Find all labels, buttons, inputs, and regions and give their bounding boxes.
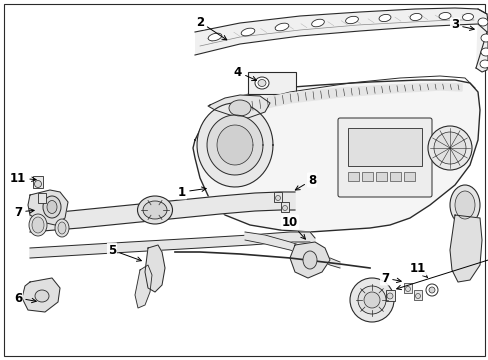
Bar: [403, 283, 411, 293]
Text: 5: 5: [108, 243, 141, 261]
Ellipse shape: [409, 13, 421, 21]
Text: 6: 6: [14, 292, 36, 305]
Ellipse shape: [449, 185, 479, 225]
Bar: [385, 290, 394, 301]
Ellipse shape: [462, 13, 472, 21]
Bar: [247, 72, 295, 94]
Ellipse shape: [43, 196, 61, 218]
Polygon shape: [28, 190, 68, 225]
Ellipse shape: [438, 13, 450, 19]
Ellipse shape: [208, 33, 222, 41]
Ellipse shape: [254, 77, 268, 89]
Ellipse shape: [480, 48, 488, 56]
Circle shape: [363, 292, 379, 308]
Polygon shape: [30, 192, 294, 232]
Ellipse shape: [454, 191, 474, 219]
Text: 11: 11: [10, 171, 36, 184]
Bar: [403, 172, 414, 181]
Ellipse shape: [425, 284, 437, 296]
Bar: [281, 202, 288, 212]
Text: 2: 2: [196, 15, 226, 40]
Bar: [38, 193, 46, 203]
Ellipse shape: [228, 100, 250, 116]
Circle shape: [427, 126, 471, 170]
Bar: [389, 172, 400, 181]
Bar: [361, 172, 372, 181]
Polygon shape: [289, 242, 329, 278]
Polygon shape: [22, 278, 60, 312]
Circle shape: [433, 132, 465, 164]
Text: 7: 7: [380, 271, 400, 284]
Polygon shape: [193, 80, 479, 232]
Ellipse shape: [303, 251, 316, 269]
FancyBboxPatch shape: [337, 118, 431, 197]
Ellipse shape: [415, 293, 420, 298]
Polygon shape: [206, 115, 263, 175]
Bar: [375, 172, 386, 181]
Polygon shape: [197, 103, 272, 187]
Text: 3: 3: [450, 18, 473, 31]
Polygon shape: [30, 232, 314, 258]
Ellipse shape: [405, 287, 409, 292]
Polygon shape: [244, 232, 339, 268]
Text: 7: 7: [14, 206, 34, 219]
Bar: [273, 192, 282, 202]
Text: 10: 10: [281, 216, 305, 239]
Circle shape: [349, 278, 393, 322]
Ellipse shape: [477, 18, 487, 26]
Circle shape: [357, 286, 385, 314]
Text: 4: 4: [233, 66, 256, 81]
Ellipse shape: [311, 19, 324, 27]
Ellipse shape: [428, 287, 434, 293]
Ellipse shape: [480, 34, 488, 42]
Ellipse shape: [275, 195, 280, 201]
Text: 8: 8: [295, 174, 315, 190]
Ellipse shape: [378, 14, 390, 22]
Bar: [413, 290, 421, 300]
Ellipse shape: [241, 28, 254, 36]
Bar: [347, 128, 421, 166]
Ellipse shape: [137, 196, 172, 224]
Polygon shape: [135, 265, 152, 308]
Ellipse shape: [29, 214, 47, 236]
Polygon shape: [247, 83, 461, 112]
Text: 11: 11: [409, 261, 427, 278]
Polygon shape: [217, 125, 252, 165]
Text: 1: 1: [178, 185, 206, 198]
Bar: [347, 172, 358, 181]
Ellipse shape: [386, 293, 392, 299]
Polygon shape: [207, 95, 269, 118]
Polygon shape: [449, 215, 481, 282]
Ellipse shape: [479, 60, 488, 68]
Ellipse shape: [47, 201, 57, 213]
Ellipse shape: [58, 222, 66, 234]
Ellipse shape: [282, 206, 287, 211]
Ellipse shape: [32, 217, 44, 233]
Ellipse shape: [35, 180, 41, 188]
Ellipse shape: [345, 16, 358, 24]
Polygon shape: [475, 9, 487, 72]
Bar: [33, 176, 43, 188]
Ellipse shape: [258, 80, 265, 86]
Ellipse shape: [55, 219, 69, 237]
Text: 9: 9: [396, 243, 488, 290]
Ellipse shape: [142, 201, 167, 219]
Ellipse shape: [35, 290, 49, 302]
Ellipse shape: [275, 23, 288, 31]
Polygon shape: [195, 8, 486, 55]
Polygon shape: [145, 245, 164, 292]
